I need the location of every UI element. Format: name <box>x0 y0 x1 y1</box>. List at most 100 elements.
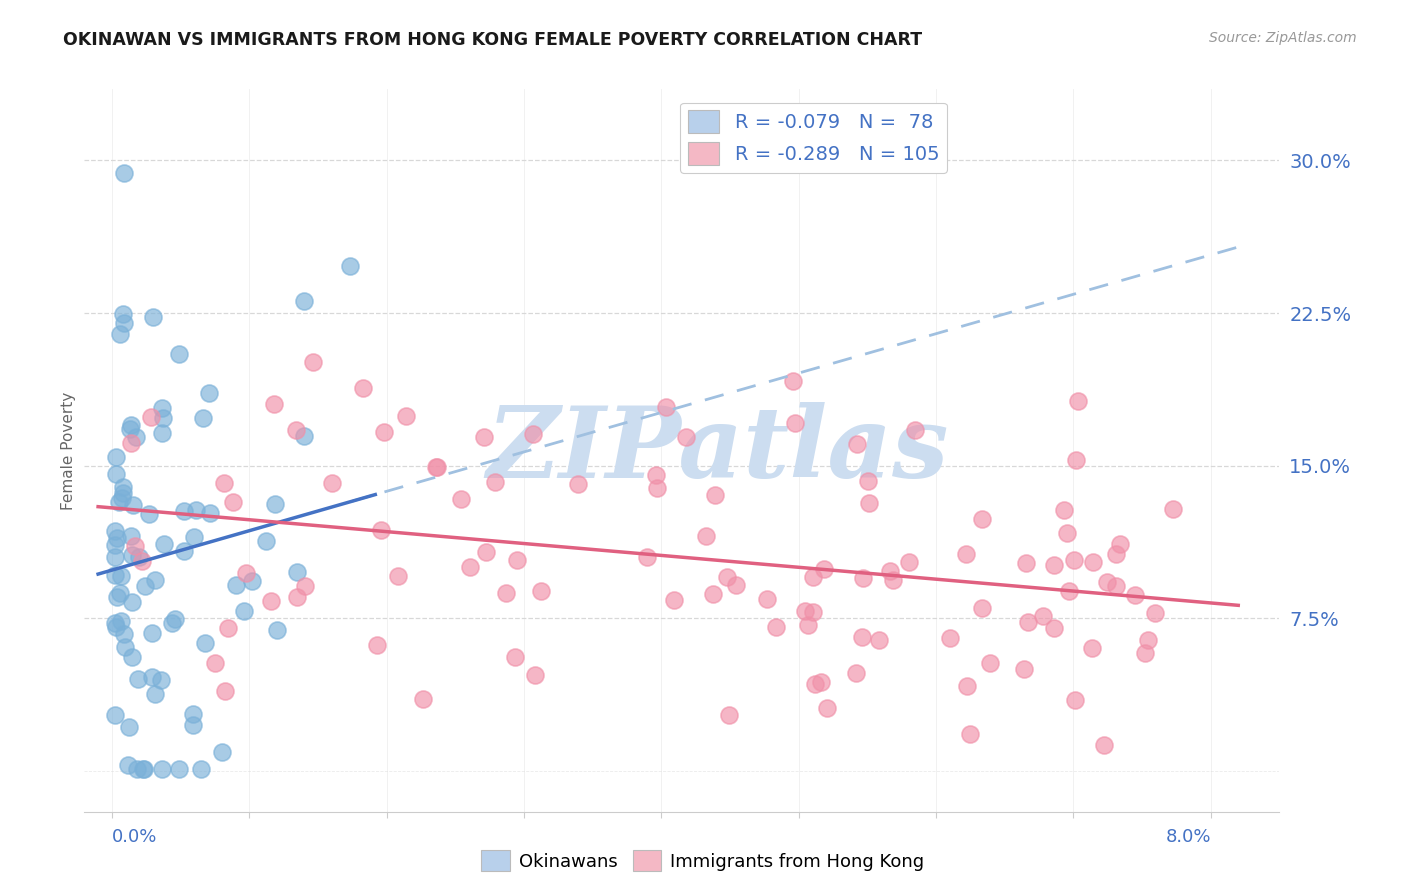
Point <box>1015 556 1038 570</box>
Point <box>765 620 787 634</box>
Point <box>523 668 546 682</box>
Point <box>266 623 288 637</box>
Point <box>717 707 740 722</box>
Point <box>285 566 308 580</box>
Point <box>108 326 131 341</box>
Point <box>1063 693 1085 707</box>
Point <box>103 538 125 552</box>
Point <box>120 435 142 450</box>
Point <box>110 614 132 628</box>
Point <box>142 310 165 324</box>
Point <box>103 615 125 630</box>
Point <box>134 580 156 594</box>
Point <box>856 474 879 488</box>
Point <box>217 621 239 635</box>
Point <box>1063 553 1085 567</box>
Point <box>972 512 994 526</box>
Point <box>1083 555 1105 569</box>
Point <box>1137 633 1160 648</box>
Point <box>373 425 395 439</box>
Point <box>204 657 226 671</box>
Point <box>143 573 166 587</box>
Point <box>138 508 160 522</box>
Point <box>167 762 190 776</box>
Point <box>1105 548 1128 562</box>
Point <box>797 618 820 632</box>
Point <box>1161 502 1184 516</box>
Point <box>150 426 173 441</box>
Point <box>212 475 235 490</box>
Point <box>1109 537 1132 551</box>
Point <box>141 409 163 424</box>
Point <box>495 586 517 600</box>
Point <box>387 568 409 582</box>
Point <box>191 411 214 425</box>
Point <box>503 650 526 665</box>
Text: ZIPatlas: ZIPatlas <box>486 402 949 499</box>
Point <box>395 409 418 423</box>
Point <box>426 459 449 474</box>
Point <box>264 497 287 511</box>
Point <box>339 259 361 273</box>
Point <box>141 626 163 640</box>
Point <box>108 495 131 509</box>
Point <box>450 492 472 507</box>
Point <box>530 584 553 599</box>
Point <box>108 586 131 600</box>
Point <box>716 570 738 584</box>
Point <box>810 674 832 689</box>
Point <box>112 480 135 494</box>
Point <box>103 524 125 538</box>
Y-axis label: Female Poverty: Female Poverty <box>60 392 76 509</box>
Point <box>1064 453 1087 467</box>
Point <box>111 307 134 321</box>
Point <box>235 566 257 580</box>
Point <box>260 594 283 608</box>
Point <box>105 531 128 545</box>
Point <box>898 554 921 568</box>
Point <box>370 523 392 537</box>
Point <box>655 400 678 414</box>
Point <box>321 476 343 491</box>
Text: OKINAWAN VS IMMIGRANTS FROM HONG KONG FEMALE POVERTY CORRELATION CHART: OKINAWAN VS IMMIGRANTS FROM HONG KONG FE… <box>63 31 922 49</box>
Point <box>292 294 315 309</box>
Point <box>1056 525 1078 540</box>
Point <box>852 571 875 585</box>
Point <box>472 430 495 444</box>
Point <box>240 574 263 588</box>
Point <box>1133 646 1156 660</box>
Point <box>302 355 325 369</box>
Point <box>152 410 174 425</box>
Point <box>1092 738 1115 752</box>
Point <box>979 656 1001 670</box>
Point <box>122 498 145 512</box>
Point <box>143 687 166 701</box>
Point <box>105 467 128 482</box>
Point <box>1097 574 1119 589</box>
Point <box>955 548 977 562</box>
Point <box>117 757 139 772</box>
Point <box>882 574 904 588</box>
Point <box>165 612 187 626</box>
Point <box>813 562 835 576</box>
Point <box>425 460 447 475</box>
Point <box>128 549 150 564</box>
Point <box>804 677 827 691</box>
Point <box>846 436 869 450</box>
Point <box>181 718 204 732</box>
Point <box>815 701 838 715</box>
Point <box>292 429 315 443</box>
Point <box>232 604 254 618</box>
Point <box>121 649 143 664</box>
Point <box>1123 588 1146 602</box>
Point <box>186 503 208 517</box>
Point <box>105 450 128 465</box>
Point <box>211 745 233 759</box>
Point <box>970 601 993 615</box>
Point <box>1143 607 1166 621</box>
Point <box>153 537 176 551</box>
Point <box>703 488 725 502</box>
Point <box>801 605 824 619</box>
Point <box>110 569 132 583</box>
Point <box>484 475 506 489</box>
